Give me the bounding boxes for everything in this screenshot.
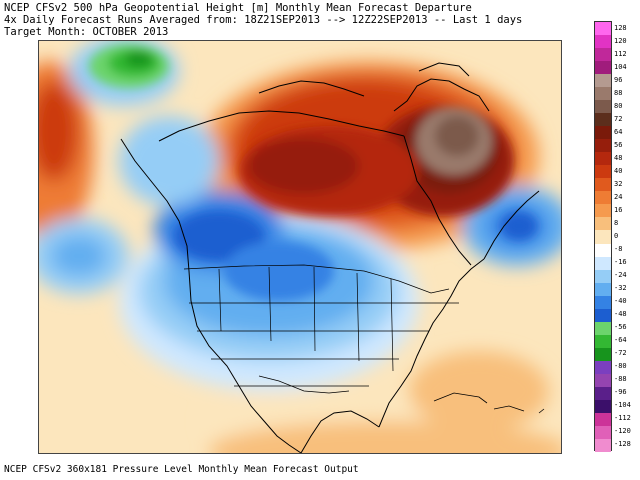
colorbar-tick-label: -8 <box>614 245 623 254</box>
colorbar-segment <box>595 438 611 453</box>
colorbar-segment <box>595 74 611 88</box>
colorbar-tick-label: -104 <box>614 401 631 410</box>
colorbar-tick-label: -128 <box>614 440 631 449</box>
map-title-block: NCEP CFSv2 500 hPa Geopotential Height [… <box>4 2 522 38</box>
colorbar-segment <box>595 386 611 401</box>
colorbar-segment <box>595 217 611 231</box>
colorbar-tick-label: -88 <box>614 375 627 384</box>
colorbar-segment <box>595 243 611 258</box>
colorbar-tick-label: 104 <box>614 62 627 71</box>
title-line-1: NCEP CFSv2 500 hPa Geopotential Height [… <box>4 2 472 14</box>
colorbar-segment <box>595 191 611 205</box>
colorbar-tick-label: 24 <box>614 192 623 201</box>
colorbar-tick-label: 8 <box>614 218 619 227</box>
colorbar-segment <box>595 48 611 62</box>
colorbar-tick-label: 0 <box>614 232 619 240</box>
colorbar-segment <box>595 256 611 271</box>
colorbar-tick-label: 56 <box>614 140 623 149</box>
colorbar-tick-label: 48 <box>614 153 623 162</box>
colorbar-tick-label: -16 <box>614 258 627 267</box>
colorbar-tick-label: 120 <box>614 36 627 45</box>
colorbar-segment <box>595 347 611 362</box>
title-line-3: Target Month: OCTOBER 2013 <box>4 26 169 38</box>
colorbar-tick-label: 80 <box>614 101 623 110</box>
colorbar-segment <box>595 399 611 414</box>
colorbar-segment <box>595 152 611 166</box>
colorbar-tick-label: 40 <box>614 166 623 175</box>
colorbar-segment <box>595 334 611 349</box>
colorbar-segment <box>595 113 611 127</box>
title-line-2: 4x Daily Forecast Runs Averaged from: 18… <box>4 14 523 26</box>
anomaly-shading <box>39 41 561 453</box>
colorbar-tick-label: 88 <box>614 88 623 97</box>
forecast-map <box>38 40 562 454</box>
colorbar-tick-label: 16 <box>614 205 623 214</box>
colorbar-segment <box>595 308 611 323</box>
color-scale-bar <box>594 21 612 453</box>
colorbar-segment <box>595 87 611 101</box>
colorbar-tick-label: -72 <box>614 349 627 358</box>
colorbar-tick-label: 128 <box>614 23 627 32</box>
colorbar-tick-label: 64 <box>614 127 623 136</box>
colorbar-segment <box>595 22 611 36</box>
colorbar-segment <box>595 35 611 49</box>
colorbar-segment <box>595 425 611 440</box>
colorbar-tick-label: 72 <box>614 114 623 123</box>
height-departure-map-graphic <box>39 41 561 453</box>
colorbar-segment <box>595 373 611 388</box>
colorbar-tick-label: 112 <box>614 49 627 58</box>
colorbar-segment <box>595 230 611 244</box>
colorbar-tick-label: -32 <box>614 284 627 293</box>
colorbar-segment <box>595 126 611 140</box>
colorbar-segment <box>595 282 611 297</box>
colorbar-segment <box>595 165 611 179</box>
political-borders <box>183 264 459 394</box>
colorbar-tick-label: -64 <box>614 336 627 345</box>
colorbar-segment <box>595 100 611 114</box>
colorbar-segment <box>595 412 611 427</box>
colorbar-tick-label: -120 <box>614 427 631 436</box>
colorbar-tick-label: 96 <box>614 75 623 84</box>
colorbar-tick-label: -24 <box>614 271 627 280</box>
colorbar-tick-label: -48 <box>614 310 627 319</box>
colorbar-segment <box>595 269 611 284</box>
colorbar-tick-label: -56 <box>614 323 627 332</box>
islands <box>433 392 545 414</box>
colorbar-segment <box>595 360 611 375</box>
footer-caption: NCEP CFSv2 360x181 Pressure Level Monthl… <box>4 464 359 475</box>
colorbar-tick-label: -96 <box>614 388 627 397</box>
colorbar-segment <box>595 295 611 310</box>
colorbar-tick-label: -80 <box>614 362 627 371</box>
colorbar-segment <box>595 178 611 192</box>
colorbar-segment <box>595 139 611 153</box>
colorbar-tick-label: -112 <box>614 414 631 423</box>
colorbar-tick-label: 32 <box>614 179 623 188</box>
colorbar-segment <box>595 204 611 218</box>
colorbar-tick-label: -40 <box>614 297 627 306</box>
colorbar-segment <box>595 61 611 75</box>
colorbar-segment <box>595 321 611 336</box>
